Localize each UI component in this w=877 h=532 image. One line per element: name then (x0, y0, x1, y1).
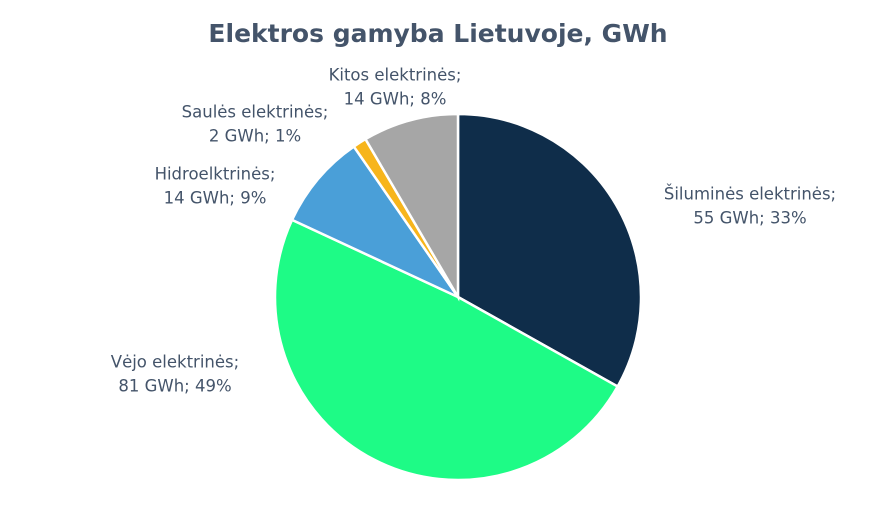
pie-slice (290, 144, 462, 301)
slice-value-label: 81 GWh; 49% (118, 377, 231, 396)
slice-label: Kitos elektrinės; (329, 66, 462, 85)
slice-value-label: 2 GWh; 1% (209, 127, 301, 146)
slice-value-label: 14 GWh; 8% (344, 90, 447, 109)
pie (273, 112, 643, 482)
pie-slice (456, 112, 643, 389)
chart-title: Elektros gamyba Lietuvoje, GWh (208, 19, 667, 48)
slice-label: Šiluminės elektrinės; (664, 185, 836, 204)
slice-value-label: 55 GWh; 33% (693, 209, 806, 228)
slice-value-label: 14 GWh; 9% (164, 189, 267, 208)
slice-label: Vėjo elektrinės; (111, 353, 239, 372)
pie-slice (363, 112, 460, 302)
pie-slice (273, 218, 620, 482)
slice-label: Saulės elektrinės; (182, 103, 329, 122)
slice-label: Hidroelktrinės; (155, 165, 276, 184)
